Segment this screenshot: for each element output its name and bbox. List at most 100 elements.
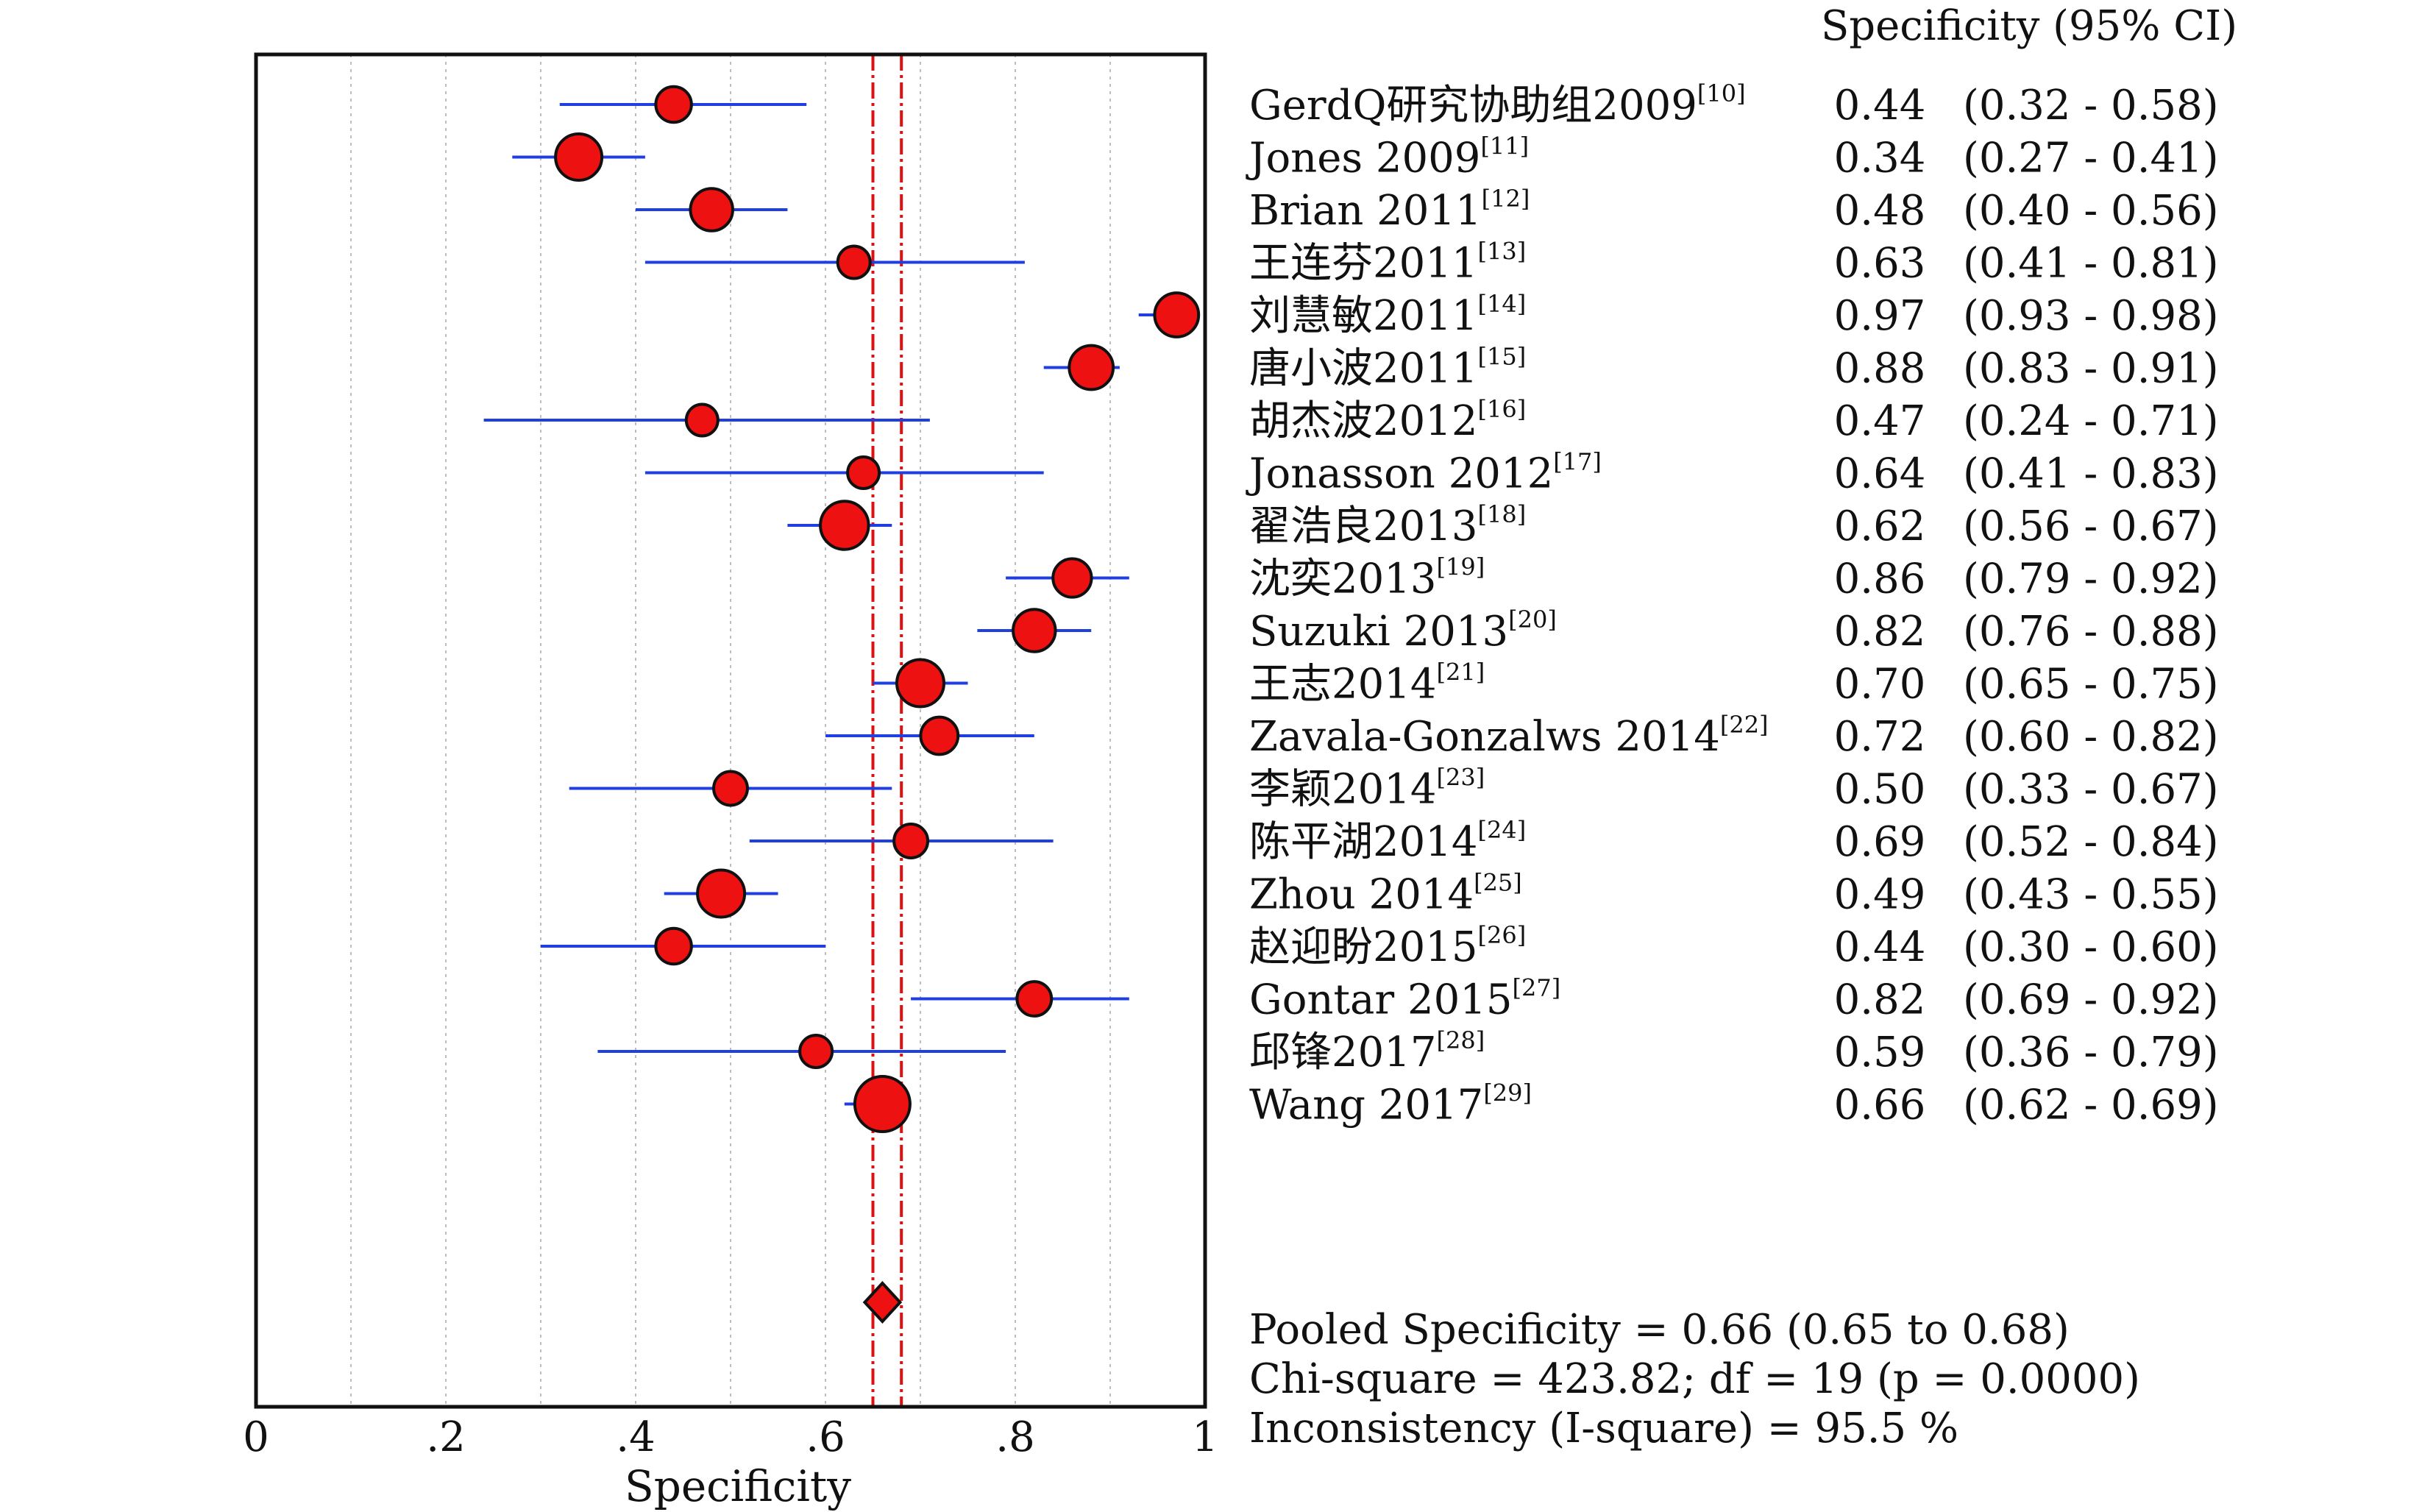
summary-line: Chi-square = 423.82; df = 19 (p = 0.0000…	[1249, 1355, 2140, 1403]
point-estimate	[819, 500, 870, 551]
study-estimate: 0.86	[1834, 556, 1926, 603]
study-label: Suzuki 2013[20]	[1249, 606, 1557, 656]
study-estimate: 0.44	[1834, 923, 1926, 971]
study-estimate: 0.69	[1834, 818, 1926, 866]
study-reference: [23]	[1437, 764, 1485, 792]
point-estimate	[895, 658, 945, 709]
pooled-diamond-group	[862, 1281, 903, 1324]
study-estimate: 0.72	[1834, 713, 1926, 761]
study-reference: [20]	[1508, 606, 1557, 633]
summary-line: Inconsistency (I-square) = 95.5 %	[1249, 1405, 1958, 1452]
point-estimate	[798, 1034, 834, 1069]
point-estimate	[919, 715, 960, 756]
x-tick-label: .4	[616, 1413, 655, 1461]
study-estimate: 0.66	[1834, 1082, 1926, 1129]
study-ci: (0.93 - 0.98)	[1963, 292, 2219, 340]
study-label: Gontar 2015[27]	[1249, 974, 1560, 1024]
study-label: Zhou 2014[25]	[1249, 869, 1522, 919]
x-tick-label: 1	[1192, 1413, 1218, 1461]
study-estimate: 0.34	[1834, 135, 1926, 182]
study-reference: [18]	[1478, 500, 1527, 528]
study-reference: [28]	[1437, 1026, 1485, 1054]
point-estimate	[836, 244, 872, 280]
study-reference: [14]	[1478, 290, 1527, 318]
point-estimate	[853, 1075, 912, 1133]
study-ci: (0.83 - 0.91)	[1963, 345, 2219, 393]
study-reference: [10]	[1697, 79, 1746, 107]
study-ci: (0.60 - 0.82)	[1963, 713, 2219, 761]
x-tick-label: .2	[426, 1413, 465, 1461]
study-estimate: 0.88	[1834, 345, 1926, 393]
study-ci: (0.33 - 0.67)	[1963, 766, 2219, 814]
study-ci: (0.24 - 0.71)	[1963, 397, 2219, 445]
study-label: 唐小波2011[15]	[1249, 343, 1526, 393]
point-estimate	[654, 85, 693, 124]
study-ci: (0.56 - 0.67)	[1963, 503, 2219, 550]
study-label: Jonasson 2012[17]	[1246, 448, 1602, 498]
x-tick-label: .6	[806, 1413, 845, 1461]
study-ci: (0.76 - 0.88)	[1963, 608, 2219, 656]
point-estimate	[654, 926, 693, 966]
study-values: 0.44 (0.32 - 0.58) 0.34 (0.27 - 0.41) 0.48 (0…	[1834, 82, 2219, 1129]
study-estimate: 0.44	[1834, 82, 1926, 129]
study-estimate: 0.50	[1834, 766, 1926, 814]
study-estimate: 0.97	[1834, 292, 1926, 340]
study-ci: (0.30 - 0.60)	[1963, 923, 2219, 971]
study-reference: [15]	[1478, 343, 1527, 371]
study-label: Zavala-Gonzalws 2014[22]	[1249, 711, 1769, 761]
summary-line: Pooled Specificity = 0.66 (0.65 to 0.68)	[1249, 1306, 2070, 1354]
grid-lines	[350, 54, 1111, 1407]
study-estimate: 0.47	[1834, 397, 1926, 445]
point-estimate	[712, 770, 749, 807]
study-reference: [17]	[1553, 448, 1602, 476]
point-estimate	[554, 132, 604, 182]
study-ci: (0.79 - 0.92)	[1963, 556, 2219, 603]
point-estimate	[1153, 291, 1201, 338]
study-estimate: 0.59	[1834, 1029, 1926, 1076]
study-ci: (0.65 - 0.75)	[1963, 661, 2219, 709]
study-ci: (0.27 - 0.41)	[1963, 135, 2219, 182]
study-reference: [27]	[1513, 974, 1561, 1002]
study-reference: [22]	[1720, 711, 1769, 739]
pooled-ci-lines	[871, 54, 903, 1407]
study-reference: [24]	[1478, 816, 1527, 844]
point-estimates-group	[554, 85, 1201, 1133]
study-ci: (0.40 - 0.56)	[1963, 187, 2219, 235]
study-estimate: 0.49	[1834, 871, 1926, 919]
study-estimate: 0.62	[1834, 503, 1926, 550]
study-reference: [16]	[1478, 395, 1527, 423]
study-reference: [21]	[1437, 659, 1485, 686]
pooled-diamond	[862, 1281, 903, 1324]
study-ci: (0.32 - 0.58)	[1963, 82, 2219, 129]
x-axis-ticks: 0 .2 .4 .6 .8 1	[243, 1413, 1218, 1461]
study-ci: (0.41 - 0.83)	[1963, 450, 2219, 498]
study-estimate: 0.64	[1834, 450, 1926, 498]
study-reference: [12]	[1482, 185, 1530, 213]
study-ci: (0.69 - 0.92)	[1963, 976, 2219, 1024]
study-ci: (0.43 - 0.55)	[1963, 871, 2219, 919]
study-estimate: 0.48	[1834, 187, 1926, 235]
x-axis-label: Specificity	[625, 1461, 851, 1511]
study-ci: (0.36 - 0.79)	[1963, 1029, 2219, 1076]
study-estimate: 0.82	[1834, 608, 1926, 656]
point-estimate	[1015, 980, 1054, 1018]
point-estimate	[892, 823, 930, 859]
x-tick-label: .8	[995, 1413, 1034, 1461]
point-estimate	[1068, 344, 1115, 391]
study-ci: (0.62 - 0.69)	[1963, 1082, 2219, 1129]
study-reference: [25]	[1474, 869, 1522, 897]
study-estimate: 0.63	[1834, 240, 1926, 288]
x-tick-label: 0	[243, 1413, 269, 1461]
plot-frame	[254, 52, 1207, 1409]
point-estimate	[696, 868, 747, 919]
study-reference: [19]	[1437, 553, 1485, 581]
table-header: Specificity (95% CI)	[1821, 2, 2237, 50]
study-reference: [26]	[1478, 921, 1527, 949]
point-estimate	[1051, 557, 1093, 599]
study-ci: (0.41 - 0.81)	[1963, 240, 2219, 288]
point-estimate	[689, 187, 734, 233]
study-ci: (0.52 - 0.84)	[1963, 818, 2219, 866]
summary-stats: Pooled Specificity = 0.66 (0.65 to 0.68)…	[1249, 1306, 2140, 1452]
point-estimate	[846, 455, 881, 490]
